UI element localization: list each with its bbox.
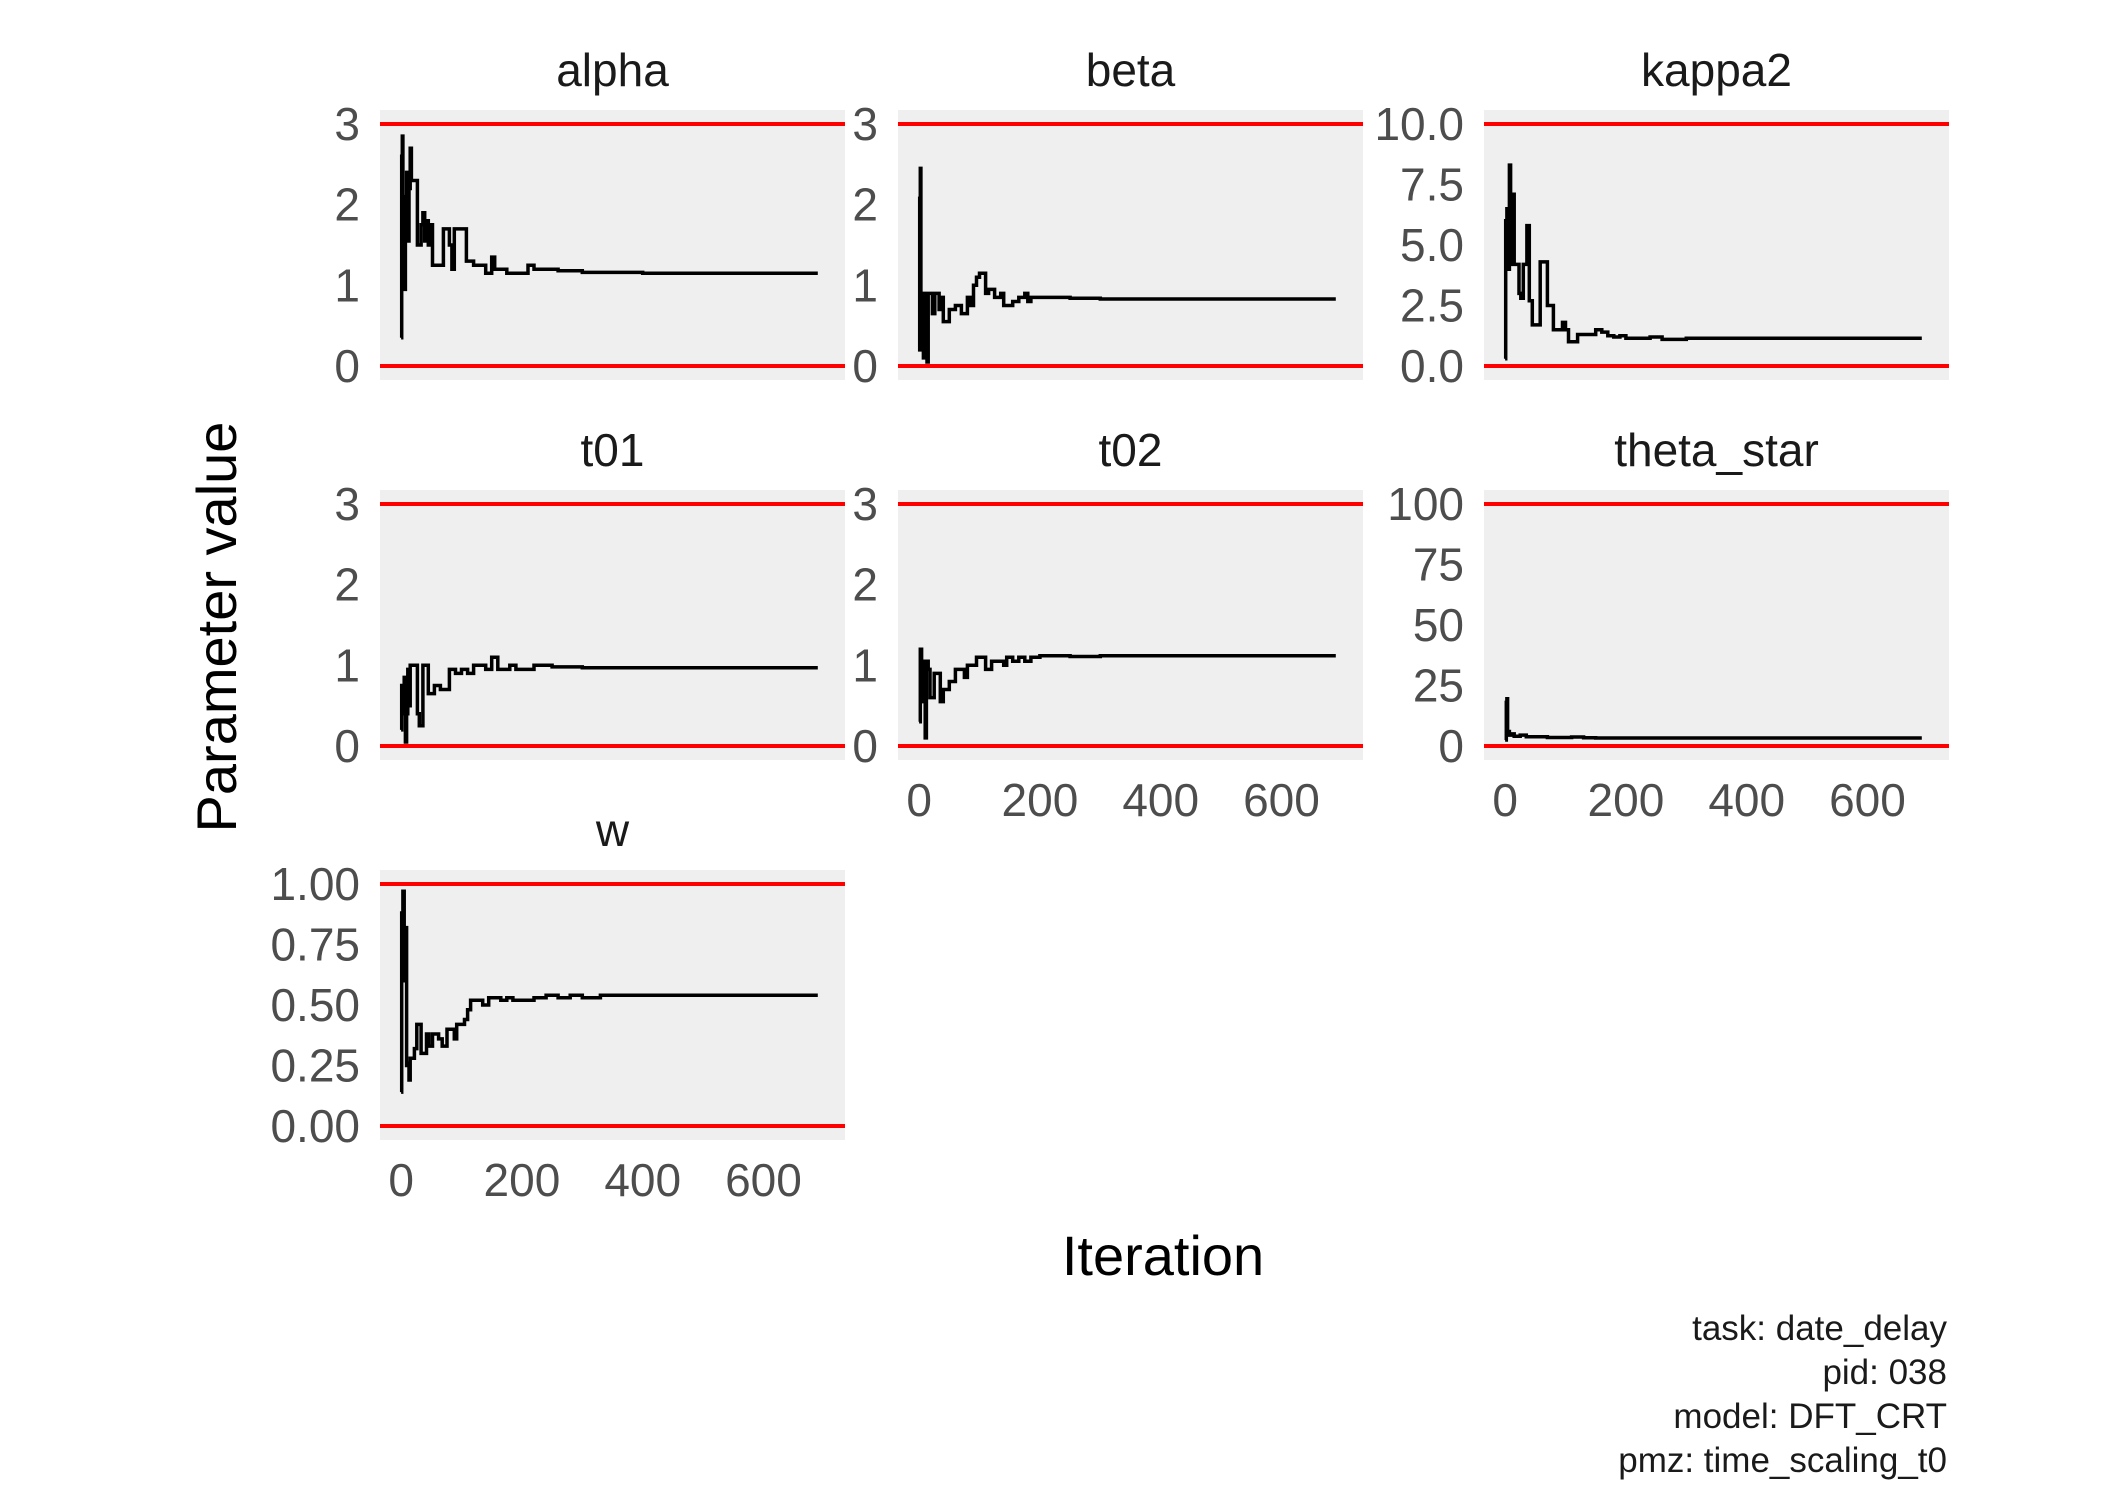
facet-title: t01: [581, 424, 645, 476]
y-tick-label: 0.00: [270, 1100, 360, 1152]
trace-line: [399, 134, 818, 340]
x-tick-label: 200: [1002, 774, 1079, 826]
trace-line: [917, 166, 1336, 364]
facet-title: kappa2: [1641, 44, 1792, 96]
y-tick-label: 100: [1387, 478, 1464, 530]
y-tick-label: 0.0: [1400, 340, 1464, 392]
x-tick-label: 400: [1708, 774, 1785, 826]
y-tick-label: 1.00: [270, 858, 360, 910]
y-tick-label: 3: [334, 98, 360, 150]
facet-alpha: alpha 0 1 2 3: [334, 44, 845, 392]
panel-background: [380, 490, 845, 760]
facet-kappa2: kappa2 0.0 2.5 5.0 7.5 10.0: [1374, 44, 1949, 392]
x-tick-label: 600: [1243, 774, 1320, 826]
y-tick-label: 0.25: [270, 1040, 360, 1092]
y-axis-title: Parameter value: [185, 422, 248, 833]
caption-task: task: date_delay: [1692, 1309, 1947, 1348]
y-tick-label: 3: [334, 478, 360, 530]
facet-title: w: [595, 804, 630, 856]
y-tick-label: 7.5: [1400, 159, 1464, 211]
caption-pid: pid: 038: [1822, 1353, 1947, 1392]
y-tick-label: 1: [852, 639, 878, 691]
y-tick-label: 50: [1413, 599, 1464, 651]
y-tick-label: 25: [1413, 660, 1464, 712]
y-tick-label: 2: [852, 179, 878, 231]
x-tick-label: 200: [1588, 774, 1665, 826]
trace-line: [918, 647, 1336, 740]
trace-line: [1503, 163, 1922, 361]
facet-t01: t01 0 1 2 3: [334, 424, 845, 772]
facet-t02: t02 0 1 2 3 0 200 400 600: [852, 424, 1363, 826]
facet-title: theta_star: [1614, 424, 1819, 476]
x-tick-label: 400: [1122, 774, 1199, 826]
y-tick-label: 75: [1413, 539, 1464, 591]
y-tick-label: 2: [334, 559, 360, 611]
y-tick-label: 3: [852, 98, 878, 150]
facet-title: beta: [1086, 44, 1176, 96]
trace-line: [1504, 697, 1922, 742]
trace-line: [399, 655, 818, 744]
panel-background: [898, 110, 1363, 380]
x-tick-label: 600: [1829, 774, 1906, 826]
x-tick-label: 0: [1492, 774, 1518, 826]
trace-line: [399, 889, 818, 1094]
y-tick-label: 0: [334, 340, 360, 392]
facet-panels: alpha 0 1 2 3 beta 0 1 2 3 kappa2 0.0 2.5 5.0 7.5 10.0 t…: [270, 44, 1949, 1206]
y-tick-label: 5.0: [1400, 219, 1464, 271]
x-tick-label: 0: [388, 1154, 414, 1206]
facet-title: alpha: [556, 44, 669, 96]
x-tick-label: 600: [725, 1154, 802, 1206]
caption-model: model: DFT_CRT: [1673, 1397, 1947, 1436]
y-tick-label: 10.0: [1374, 98, 1464, 150]
y-tick-label: 0: [852, 720, 878, 772]
y-tick-label: 2: [334, 179, 360, 231]
caption-pmz: pmz: time_scaling_t0: [1618, 1441, 1947, 1480]
x-tick-label: 0: [906, 774, 932, 826]
facet-beta: beta 0 1 2 3: [852, 44, 1363, 392]
x-tick-label: 400: [604, 1154, 681, 1206]
facet-theta-star: theta_star 0 25 50 75 100 0 200 400 600: [1387, 424, 1949, 826]
panel-background: [1484, 490, 1949, 760]
y-tick-label: 1: [852, 259, 878, 311]
panel-background: [380, 870, 845, 1140]
panel-background: [380, 110, 845, 380]
facet-w: w 0.00 0.25 0.50 0.75 1.00 0 200 400 600: [270, 804, 845, 1206]
y-tick-label: 0: [1438, 720, 1464, 772]
y-tick-label: 0.50: [270, 979, 360, 1031]
y-tick-label: 3: [852, 478, 878, 530]
x-axis-title: Iteration: [1062, 1224, 1264, 1287]
y-tick-label: 1: [334, 259, 360, 311]
panel-background: [898, 490, 1363, 760]
facet-title: t02: [1099, 424, 1163, 476]
panel-background: [1484, 110, 1949, 380]
caption: task: date_delay pid: 038 model: DFT_CRT…: [1618, 1309, 1947, 1480]
x-tick-label: 200: [484, 1154, 561, 1206]
y-tick-label: 1: [334, 639, 360, 691]
y-tick-label: 2: [852, 559, 878, 611]
y-tick-label: 0.75: [270, 919, 360, 971]
y-tick-label: 0: [852, 340, 878, 392]
y-tick-label: 2.5: [1400, 280, 1464, 332]
y-tick-label: 0: [334, 720, 360, 772]
